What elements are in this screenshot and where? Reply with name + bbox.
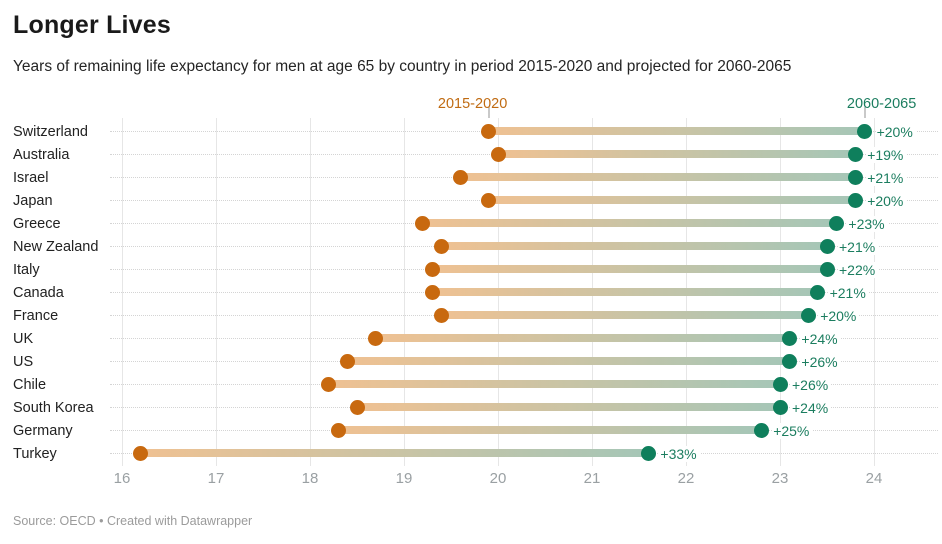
x-axis-tick-label: 20 [489, 470, 507, 487]
period2-dot [819, 261, 835, 277]
country-label: Japan [13, 193, 53, 209]
x-axis-tick-label: 21 [583, 470, 601, 487]
x-axis-tick-label: 16 [113, 470, 131, 487]
range-bar [140, 449, 649, 457]
period2-dot [847, 146, 863, 162]
change-percent-label: +22% [838, 262, 879, 278]
period2-dot [753, 422, 769, 438]
range-bar [432, 288, 818, 296]
change-percent-label: +24% [791, 400, 832, 416]
country-label: Germany [13, 423, 73, 439]
range-bar [488, 196, 856, 204]
range-bar [357, 403, 780, 411]
range-bar [441, 242, 827, 250]
period2-dot [810, 284, 826, 300]
period1-dot [424, 284, 440, 300]
period1-dot [321, 376, 337, 392]
period2-dot [857, 123, 873, 139]
change-percent-label: +19% [866, 147, 907, 163]
period2-dot [828, 215, 844, 231]
range-bar [328, 380, 780, 388]
period2-dot [640, 445, 656, 461]
country-label: Switzerland [13, 124, 88, 140]
period1-dot [434, 238, 450, 254]
country-label: South Korea [13, 400, 94, 416]
country-label: Israel [13, 170, 49, 186]
country-label: Turkey [13, 446, 57, 462]
country-label: US [13, 354, 34, 370]
chart-subtitle: Years of remaining life expectancy for m… [13, 58, 792, 75]
period2-dot [781, 353, 797, 369]
page-title: Longer Lives [13, 11, 171, 39]
period1-dot [452, 169, 468, 185]
period2-dot [781, 330, 797, 346]
period1-dot [434, 307, 450, 323]
range-bar [432, 265, 827, 273]
x-axis-tick-label: 23 [771, 470, 789, 487]
x-axis-tick-label: 18 [301, 470, 319, 487]
period2-dot [772, 376, 788, 392]
period2-dot [772, 399, 788, 415]
change-percent-label: +24% [800, 331, 841, 347]
x-axis-tick-label: 22 [677, 470, 695, 487]
period1-dot [481, 192, 497, 208]
country-label: Canada [13, 285, 64, 301]
change-percent-label: +21% [866, 170, 907, 186]
legend-label-period1: 2015-2020 [437, 96, 508, 112]
change-percent-label: +26% [800, 354, 841, 370]
legend-pointer-tick [863, 107, 866, 118]
change-percent-label: +33% [659, 446, 700, 462]
change-percent-label: +26% [791, 377, 832, 393]
country-label: New Zealand [13, 239, 99, 255]
period2-dot [847, 169, 863, 185]
period1-dot [133, 445, 149, 461]
range-bar [498, 150, 856, 158]
range-bar [347, 357, 790, 365]
period2-dot [819, 238, 835, 254]
period2-dot [847, 192, 863, 208]
period1-dot [490, 146, 506, 162]
change-percent-label: +25% [772, 423, 813, 439]
period1-dot [330, 422, 346, 438]
legend-label-period2: 2060-2065 [846, 96, 917, 112]
period1-dot [415, 215, 431, 231]
change-percent-label: +20% [875, 124, 916, 140]
range-bar [375, 334, 790, 342]
period1-dot [349, 399, 365, 415]
period1-dot [368, 330, 384, 346]
change-percent-label: +23% [847, 216, 888, 232]
range-bar [338, 426, 762, 434]
x-axis-tick-label: 24 [865, 470, 883, 487]
period1-dot [340, 353, 356, 369]
country-label: Greece [13, 216, 61, 232]
country-label: Chile [13, 377, 47, 393]
x-axis-tick-label: 17 [207, 470, 225, 487]
source-note: Source: OECD • Created with Datawrapper [13, 514, 253, 528]
legend-pointer-tick [487, 107, 490, 118]
change-percent-label: +20% [819, 308, 860, 324]
range-bar [488, 127, 865, 135]
period2-dot [800, 307, 816, 323]
period1-dot [481, 123, 497, 139]
country-label: Italy [13, 262, 40, 278]
country-label: France [13, 308, 59, 324]
change-percent-label: +21% [838, 239, 879, 255]
range-bar [460, 173, 856, 181]
change-percent-label: +20% [866, 193, 907, 209]
country-label: Australia [13, 147, 70, 163]
x-axis-tick-label: 19 [395, 470, 413, 487]
change-percent-label: +21% [828, 285, 869, 301]
range-bar [441, 311, 809, 319]
period1-dot [424, 261, 440, 277]
range-bar [422, 219, 837, 227]
country-label: UK [13, 331, 34, 347]
